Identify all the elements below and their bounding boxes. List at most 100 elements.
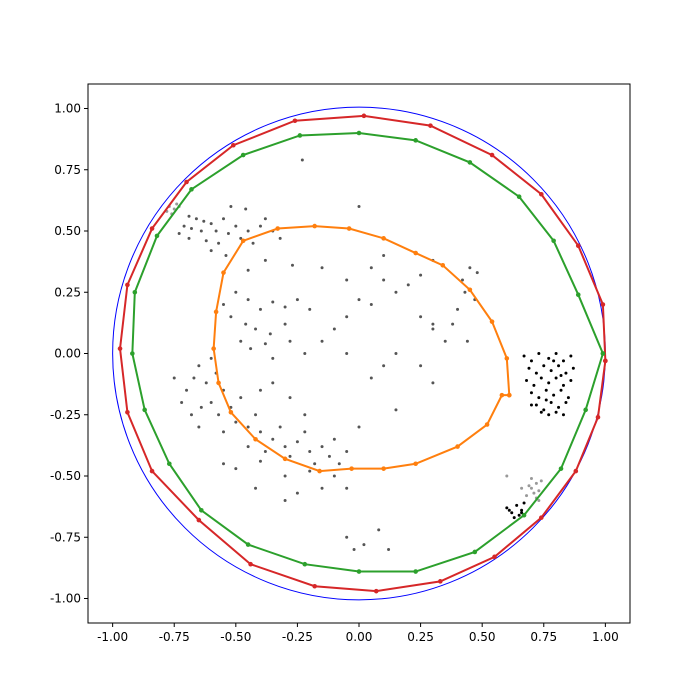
series-point xyxy=(317,468,322,474)
scatter-point xyxy=(382,364,386,368)
series-point xyxy=(125,410,130,415)
scatter-point xyxy=(382,254,386,257)
scatter-point xyxy=(222,430,225,434)
scatter-point xyxy=(357,205,361,208)
scatter-point xyxy=(451,322,455,326)
x-tick-label: 0.00 xyxy=(346,630,373,644)
y-tick-label: -0.50 xyxy=(50,469,81,483)
series-point xyxy=(428,123,433,128)
scatter-point xyxy=(532,491,536,495)
scatter-point xyxy=(246,229,250,233)
series-point xyxy=(413,461,418,467)
scatter-point xyxy=(507,508,511,512)
series-point xyxy=(189,187,194,192)
scatter-point xyxy=(475,271,479,275)
scatter-point xyxy=(320,266,324,270)
scatter-point xyxy=(303,352,307,355)
series-point xyxy=(583,407,588,413)
scatter-point xyxy=(537,489,541,493)
series-point xyxy=(361,113,367,119)
scatter-point xyxy=(251,241,255,245)
series-point xyxy=(184,179,189,185)
scatter-point xyxy=(258,224,262,228)
scatter-point xyxy=(561,383,565,387)
scatter-point xyxy=(510,511,514,515)
series-point xyxy=(275,226,281,231)
series-point xyxy=(356,569,362,574)
scatter-point xyxy=(303,413,307,417)
scatter-point xyxy=(534,403,538,407)
scatter-point xyxy=(192,376,196,380)
scatter-point xyxy=(175,202,179,206)
series-point xyxy=(499,392,505,398)
scatter-point xyxy=(419,273,423,277)
scatter-point xyxy=(288,339,292,343)
scatter-point xyxy=(246,425,250,429)
scatter-point xyxy=(544,388,548,392)
scatter-point xyxy=(214,229,218,233)
scatter-point xyxy=(431,327,435,331)
scatter-point xyxy=(520,511,524,515)
scatter-point xyxy=(419,364,423,368)
scatter-point xyxy=(288,454,292,458)
series-point xyxy=(575,243,581,248)
scatter-point xyxy=(320,339,324,343)
series-point xyxy=(440,263,446,268)
scatter-point xyxy=(529,403,533,407)
scatter-point xyxy=(249,347,253,351)
scatter-point xyxy=(547,356,551,360)
scatter-point xyxy=(217,413,221,417)
scatter-point xyxy=(222,217,225,221)
series-point xyxy=(248,561,253,567)
scatter-point xyxy=(177,231,181,235)
scatter-point xyxy=(278,425,282,429)
series-point xyxy=(521,512,527,518)
scatter-point xyxy=(369,376,373,380)
series-point xyxy=(149,226,155,231)
scatter-point xyxy=(197,364,201,368)
scatter-point xyxy=(332,327,336,331)
scatter-point xyxy=(542,364,546,368)
scatter-point xyxy=(202,219,206,223)
series-point xyxy=(603,358,608,364)
y-tick-label: -0.75 xyxy=(50,530,81,544)
scatter-point xyxy=(239,396,243,400)
scatter-point xyxy=(246,268,250,272)
scatter-point xyxy=(532,383,536,387)
scatter-point xyxy=(300,158,304,162)
scatter-point xyxy=(258,388,262,392)
series-point xyxy=(551,238,556,244)
plot-area xyxy=(112,106,608,601)
series-point xyxy=(216,380,221,386)
scatter-point xyxy=(357,298,361,302)
series-point xyxy=(125,282,130,288)
scatter-point xyxy=(561,359,565,363)
scatter-point xyxy=(283,322,287,326)
series-point xyxy=(455,444,460,449)
scatter-point xyxy=(197,425,201,429)
scatter-point xyxy=(308,450,312,453)
scatter-point xyxy=(529,359,533,363)
series-point xyxy=(381,466,386,471)
scatter-point xyxy=(554,376,558,380)
scatter-point xyxy=(263,450,267,453)
series-point xyxy=(438,579,443,584)
scatter-point xyxy=(239,236,243,240)
scatter-point xyxy=(547,381,551,385)
scatter-point xyxy=(239,339,243,343)
series-line-2 xyxy=(212,225,511,473)
series-point xyxy=(312,223,317,229)
scatter-point xyxy=(512,516,516,520)
scatter-point xyxy=(271,300,275,304)
scatter-point xyxy=(199,405,203,409)
scatter-point xyxy=(460,278,464,282)
scatter-point xyxy=(352,548,356,551)
scatter-point xyxy=(505,474,509,478)
scatter-point xyxy=(561,413,565,417)
scatter-point xyxy=(283,499,287,502)
scatter-point xyxy=(209,401,213,404)
scatter-point xyxy=(552,359,556,363)
series-point xyxy=(504,356,510,361)
